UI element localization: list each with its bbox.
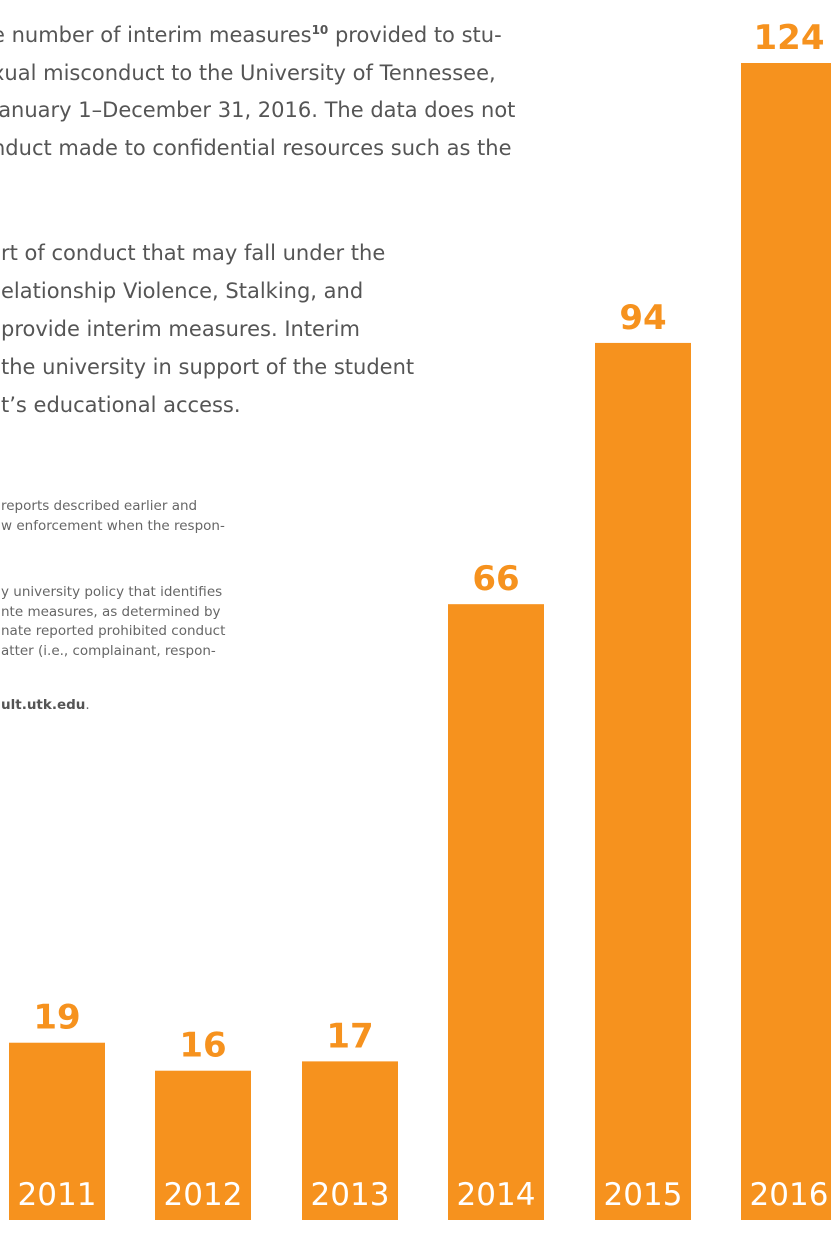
category-label-2014: 2014 xyxy=(457,1177,536,1213)
bar-2013 xyxy=(302,1061,398,1220)
footnote-3-period: . xyxy=(85,697,90,713)
bar-2015 xyxy=(595,342,691,1221)
second-line-1: rt of conduct that may fall under the xyxy=(1,241,386,265)
bar-2014 xyxy=(448,604,544,1220)
value-label-2014: 66 xyxy=(472,559,519,599)
footnote-2: y university policy that identifies nte … xyxy=(1,583,225,661)
intro-line-1: e number of interim measures10 provided … xyxy=(0,12,515,55)
value-label-2015: 94 xyxy=(619,298,666,338)
footnote-2-line-2: nte measures, as determined by xyxy=(1,603,221,620)
footnote-3-link[interactable]: ult.utk.edu xyxy=(1,697,86,713)
bar-2011 xyxy=(9,1042,105,1220)
second-paragraph: rt of conduct that may fall under the el… xyxy=(1,234,414,424)
intro-paragraph: e number of interim measures10 provided … xyxy=(0,12,515,167)
second-line-5: t’s educational access. xyxy=(1,393,241,417)
bar-2012 xyxy=(155,1070,251,1220)
footnote-2-line-4: atter (i.e., complainant, respon- xyxy=(1,642,216,659)
category-label-2013: 2013 xyxy=(311,1177,390,1213)
category-label-2011: 2011 xyxy=(18,1177,97,1213)
category-label-2016: 2016 xyxy=(750,1177,829,1213)
second-line-4: the university in support of the student xyxy=(1,355,415,379)
intro-line-1-text: e number of interim measures xyxy=(0,23,312,47)
intro-line-3: January 1–December 31, 2016. The data do… xyxy=(0,98,516,122)
intro-line-1-suffix: provided to stu- xyxy=(328,23,502,47)
footnote-1: reports described earlier and w enforcem… xyxy=(1,497,225,536)
second-line-3: provide interim measures. Interim xyxy=(1,317,360,341)
footnote-1-line-1: reports described earlier and xyxy=(1,498,198,514)
value-label-2013: 17 xyxy=(326,1016,373,1056)
bar-2016 xyxy=(741,63,831,1220)
value-label-2016: 124 xyxy=(754,18,825,58)
second-line-2: elationship Violence, Stalking, and xyxy=(1,279,364,303)
value-label-2012: 16 xyxy=(179,1026,226,1066)
value-label-2011: 19 xyxy=(33,998,80,1038)
footnote-ref-10: 10 xyxy=(311,23,329,37)
category-label-2012: 2012 xyxy=(164,1177,243,1213)
footnote-3: ult.utk.edu. xyxy=(1,696,90,716)
intro-line-4: nduct made to confidential resources suc… xyxy=(0,135,512,160)
footnote-2-line-3: nate reported prohibited conduct xyxy=(1,623,226,639)
footnote-1-line-2: w enforcement when the respon- xyxy=(1,517,225,534)
intro-line-2: xual misconduct to the University of Ten… xyxy=(0,60,496,85)
footnote-2-line-1: y university policy that identifies xyxy=(1,584,223,600)
category-label-2015: 2015 xyxy=(604,1177,683,1213)
